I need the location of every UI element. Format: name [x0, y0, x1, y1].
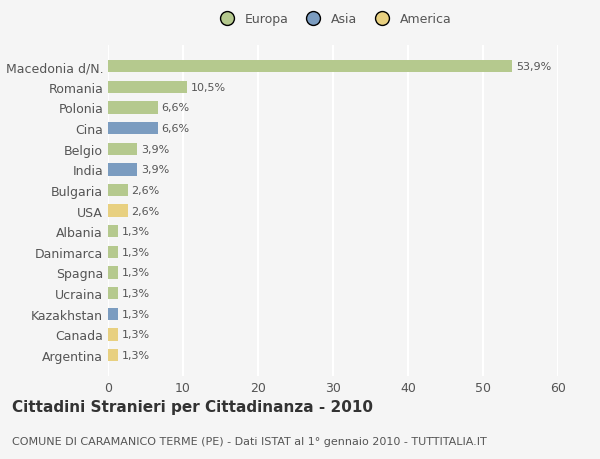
Bar [108, 205, 128, 217]
Text: 10,5%: 10,5% [191, 83, 226, 93]
Text: 2,6%: 2,6% [131, 206, 160, 216]
Text: 6,6%: 6,6% [161, 124, 190, 134]
Text: 2,6%: 2,6% [131, 185, 160, 196]
Text: 1,3%: 1,3% [121, 350, 149, 360]
Bar [108, 308, 118, 320]
Text: Cittadini Stranieri per Cittadinanza - 2010: Cittadini Stranieri per Cittadinanza - 2… [12, 399, 373, 414]
Text: 53,9%: 53,9% [516, 62, 551, 72]
Bar [108, 349, 118, 361]
Bar [108, 143, 137, 156]
Bar [108, 246, 118, 258]
Text: 1,3%: 1,3% [121, 309, 149, 319]
Text: 1,3%: 1,3% [121, 227, 149, 237]
Bar [108, 102, 157, 114]
Text: 3,9%: 3,9% [141, 165, 169, 175]
Bar [108, 61, 512, 73]
Legend: Europa, Asia, America: Europa, Asia, America [211, 9, 455, 30]
Bar [108, 267, 118, 279]
Bar [108, 287, 118, 300]
Text: 6,6%: 6,6% [161, 103, 190, 113]
Text: 3,9%: 3,9% [141, 145, 169, 154]
Bar [108, 164, 137, 176]
Bar [108, 225, 118, 238]
Text: 1,3%: 1,3% [121, 288, 149, 298]
Text: 1,3%: 1,3% [121, 330, 149, 340]
Bar [108, 123, 157, 135]
Bar [108, 82, 187, 94]
Text: 1,3%: 1,3% [121, 247, 149, 257]
Text: COMUNE DI CARAMANICO TERME (PE) - Dati ISTAT al 1° gennaio 2010 - TUTTITALIA.IT: COMUNE DI CARAMANICO TERME (PE) - Dati I… [12, 436, 487, 446]
Bar [108, 185, 128, 197]
Bar [108, 329, 118, 341]
Text: 1,3%: 1,3% [121, 268, 149, 278]
